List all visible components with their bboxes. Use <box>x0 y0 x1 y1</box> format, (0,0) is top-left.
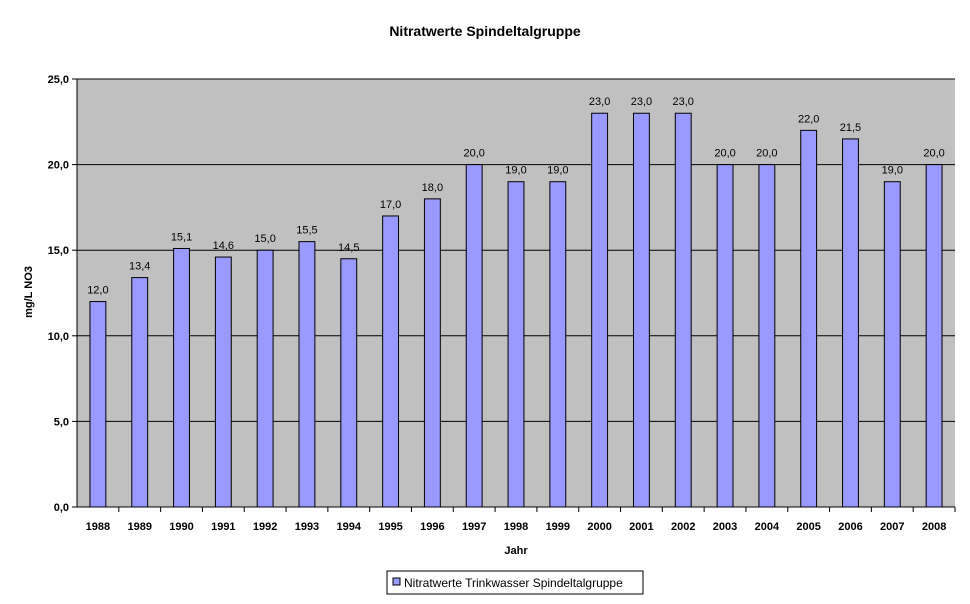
bar <box>256 249 274 508</box>
bar <box>173 247 190 508</box>
data-label: 19,0 <box>505 165 526 177</box>
bar <box>883 181 901 508</box>
x-tick-label: 2000 <box>587 521 611 533</box>
bar <box>591 112 609 508</box>
data-label: 15,0 <box>254 233 275 245</box>
bar <box>423 198 441 508</box>
x-tick-label: 2006 <box>838 521 862 533</box>
bar <box>758 164 776 508</box>
x-tick-label: 1989 <box>127 521 151 533</box>
data-label: 13,4 <box>129 261 150 273</box>
bar <box>340 258 358 508</box>
x-tick-label: 1992 <box>253 521 277 533</box>
bar <box>131 277 149 508</box>
x-tick-label: 1996 <box>420 521 444 533</box>
x-tick-label: 1995 <box>378 521 402 533</box>
x-tick-label: 1998 <box>504 521 528 533</box>
y-tick-label: 10,0 <box>48 331 69 343</box>
bar <box>298 241 316 508</box>
legend-label: Nitratwerte Trinkwasser Spindeltalgruppe <box>404 576 623 590</box>
x-axis-label: Jahr <box>504 545 528 557</box>
bar <box>382 215 400 508</box>
chart-title: Nitratwerte Spindeltalgruppe <box>389 23 581 39</box>
x-tick-label: 2001 <box>629 521 653 533</box>
y-tick-label: 0,0 <box>54 502 69 514</box>
data-label: 14,6 <box>213 240 234 252</box>
bar <box>214 256 232 508</box>
y-tick-label: 15,0 <box>48 245 69 257</box>
bar <box>89 301 107 508</box>
data-label: 15,1 <box>171 231 192 243</box>
data-label: 20,0 <box>714 148 735 160</box>
bar <box>632 112 650 508</box>
plot-area: 0,0 5,0 10,0 15,0 20,0 25,0 12,0 1988 13,4 1989 15… <box>48 74 956 533</box>
bar <box>507 181 525 508</box>
bar <box>716 164 734 508</box>
x-tick-label: 1999 <box>546 521 570 533</box>
data-label: 22,0 <box>798 113 819 125</box>
data-label: 19,0 <box>547 165 568 177</box>
x-tick-label: 1997 <box>462 521 486 533</box>
x-tick-label: 2008 <box>922 521 946 533</box>
y-axis-label: mg/L NO3 <box>23 266 35 318</box>
y-tick-label: 20,0 <box>48 160 69 172</box>
data-label: 12,0 <box>87 285 108 297</box>
data-label: 15,5 <box>296 225 317 237</box>
data-label: 23,0 <box>589 96 610 108</box>
data-label: 19,0 <box>882 165 903 177</box>
legend: Nitratwerte Trinkwasser Spindeltalgruppe <box>386 570 644 595</box>
x-tick-label: 1993 <box>295 521 319 533</box>
data-label: 18,0 <box>422 182 443 194</box>
x-tick-label: 2004 <box>755 521 780 533</box>
data-label: 23,0 <box>631 96 652 108</box>
y-tick-label: 5,0 <box>54 416 69 428</box>
bar <box>549 181 567 508</box>
x-tick-label: 2002 <box>671 521 695 533</box>
data-label: 20,0 <box>923 148 944 160</box>
data-label: 14,5 <box>338 242 359 254</box>
data-label: 20,0 <box>463 148 484 160</box>
x-tick-label: 1994 <box>337 521 362 533</box>
y-tick-label: 25,0 <box>48 74 69 86</box>
bar <box>842 138 859 508</box>
x-tick-label: 2005 <box>796 521 820 533</box>
x-tick-label: 1988 <box>86 521 110 533</box>
data-label: 17,0 <box>380 199 401 211</box>
data-label: 20,0 <box>756 148 777 160</box>
legend-frame <box>386 570 644 595</box>
x-tick-label: 1990 <box>169 521 193 533</box>
legend-swatch <box>392 577 401 586</box>
data-label: 23,0 <box>673 96 694 108</box>
bar <box>800 129 818 508</box>
x-tick-label: 1991 <box>211 521 235 533</box>
bar <box>465 164 483 508</box>
bar <box>925 164 943 508</box>
x-tick-label: 2003 <box>713 521 737 533</box>
x-tick-label: 2007 <box>880 521 904 533</box>
bar <box>674 112 692 508</box>
data-label: 21,5 <box>840 122 861 134</box>
